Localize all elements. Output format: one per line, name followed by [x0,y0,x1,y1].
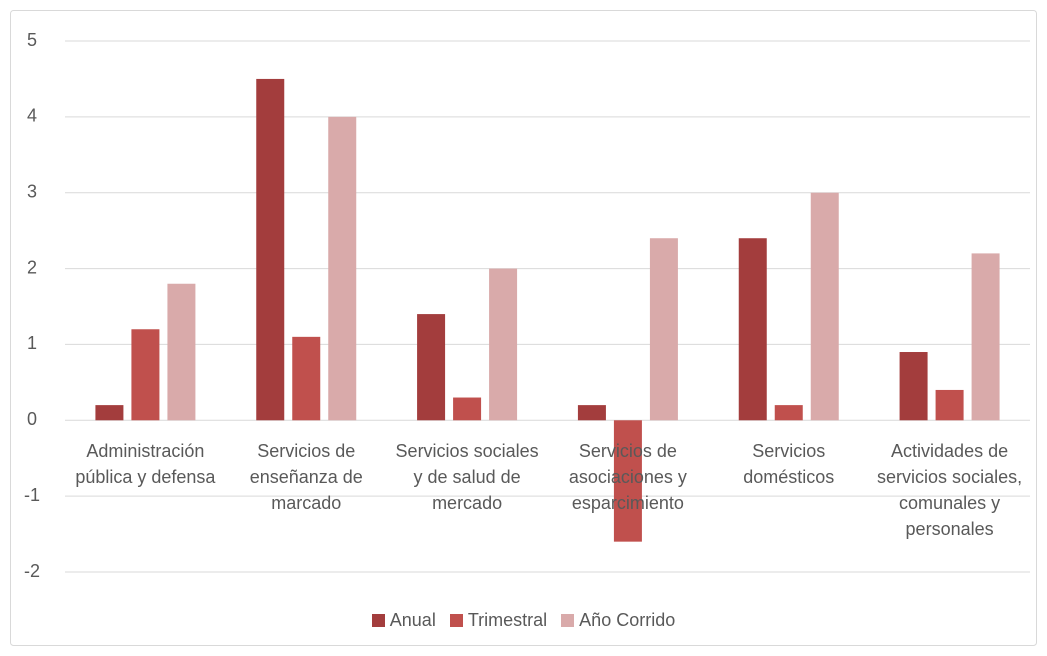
bar [328,116,357,421]
bar [738,238,767,421]
bar [613,420,642,542]
bar [774,405,803,421]
y-tick-label: -2 [24,561,40,581]
bar [131,329,160,421]
bar [417,314,446,421]
bar [256,78,285,421]
bar [899,352,928,421]
bar [935,389,964,421]
bar [489,268,518,421]
legend-item: Año Corrido [561,610,675,631]
y-tick-label: -1 [24,485,40,505]
chart-border [10,10,1037,646]
bar [577,405,606,421]
bar [649,238,678,421]
x-tick-label: Servicios domésticos [743,441,835,488]
x-tick-label: Servicios de asociaciones y esparcimient… [568,441,687,514]
x-tick-label: Administración pública y defensa [75,441,216,488]
bar [292,336,321,421]
bar [95,405,124,421]
legend-item: Trimestral [449,610,548,631]
bar [971,253,1000,421]
legend-swatch [371,614,385,627]
y-tick-label: 1 [27,333,37,353]
legend: Anual Trimestral Año Corrido [0,610,1047,631]
bar [453,397,482,421]
legend-swatch [449,614,463,627]
legend-label: Anual [389,610,436,630]
y-tick-label: 0 [27,409,37,429]
y-tick-label: 2 [27,257,37,277]
legend-swatch [561,614,575,627]
y-tick-label: 4 [27,106,37,126]
bar [167,283,196,421]
legend-item: Anual [371,610,436,631]
legend-label: Trimestral [467,610,548,630]
x-tick-label: Servicios de enseñanza de marcado [249,441,363,514]
x-tick-label: Actividades de servicios sociales, comun… [877,441,1023,540]
bar [810,192,839,421]
x-tick-label: Servicios sociales y de salud de mercado [395,441,539,514]
y-tick-label: 5 [27,30,37,50]
y-tick-label: 3 [27,181,37,201]
legend-label: Año Corrido [579,610,676,630]
